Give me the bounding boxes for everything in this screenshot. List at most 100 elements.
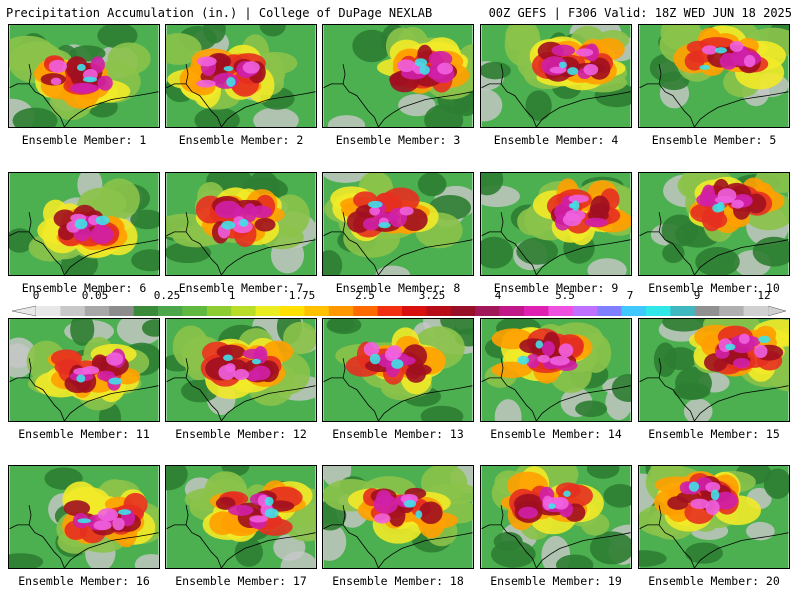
colorbar-tick-label: 2.5: [355, 289, 375, 302]
colorbar-swatch: [524, 306, 549, 316]
ensemble-panel-8: Ensemble Member: 8: [322, 172, 474, 295]
ensemble-panel-19: Ensemble Member: 19: [480, 465, 632, 588]
precip-map: [8, 24, 160, 128]
ensemble-member-label: Ensemble Member: 1: [21, 133, 147, 147]
valid-time: 00Z GEFS | F306 Valid: 18Z WED JUN 18 20…: [488, 6, 792, 20]
colorbar-swatch: [475, 306, 500, 316]
colorbar-tick-label: 0.25: [154, 289, 181, 302]
colorbar-swatch: [109, 306, 134, 316]
colorbar-swatch: [719, 306, 744, 316]
colorbar-tick-label: 0: [33, 289, 40, 302]
colorbar-swatch: [426, 306, 452, 316]
colorbar-swatch: [255, 306, 281, 316]
colorbar-swatch: [280, 306, 305, 316]
ensemble-member-label: Ensemble Member: 2: [178, 133, 304, 147]
precip-map: [638, 465, 790, 569]
precip-map: [322, 318, 474, 422]
ensemble-panel-16: Ensemble Member: 16: [8, 465, 160, 588]
colorbar-swatch: [84, 306, 110, 316]
ensemble-member-label: Ensemble Member: 3: [335, 133, 461, 147]
ensemble-member-label: Ensemble Member: 12: [175, 427, 307, 441]
precip-map: [322, 465, 474, 569]
ensemble-member-label: Ensemble Member: 8: [335, 281, 461, 295]
colorbar-swatch: [206, 306, 232, 316]
colorbar-swatch: [548, 306, 574, 316]
precip-map: [480, 172, 632, 276]
colorbar-max-arrow: [767, 305, 787, 317]
precip-map: [8, 172, 160, 276]
ensemble-member-label: Ensemble Member: 6: [21, 281, 147, 295]
colorbar-swatch: [694, 306, 720, 316]
ensemble-member-label: Ensemble Member: 19: [490, 574, 622, 588]
ensemble-member-label: Ensemble Member: 17: [175, 574, 307, 588]
precip-map: [322, 172, 474, 276]
ensemble-panel-9: Ensemble Member: 9: [480, 172, 632, 295]
colorbar-swatch: [60, 306, 86, 316]
colorbar-swatch: [158, 306, 183, 316]
colorbar-tick-label: 7: [627, 289, 634, 302]
colorbar-swatch: [353, 306, 378, 316]
ensemble-panel-14: Ensemble Member: 14: [480, 318, 632, 441]
colorbar-swatch: [621, 306, 647, 316]
ensemble-panel-15: Ensemble Member: 15: [638, 318, 790, 441]
ensemble-panel-1: Ensemble Member: 1: [8, 24, 160, 147]
precip-map: [480, 465, 632, 569]
colorbar-tick-label: 9: [694, 289, 701, 302]
colorbar-swatch: [743, 306, 769, 316]
ensemble-member-label: Ensemble Member: 18: [332, 574, 464, 588]
colorbar-swatch: [499, 306, 525, 316]
ensemble-member-label: Ensemble Member: 20: [648, 574, 780, 588]
ensemble-member-label: Ensemble Member: 15: [648, 427, 780, 441]
precip-map: [638, 318, 790, 422]
ensemble-member-label: Ensemble Member: 7: [178, 281, 304, 295]
colorbar-swatch: [304, 306, 330, 316]
colorbar-swatch: [646, 306, 671, 316]
colorbar-swatch: [377, 306, 403, 316]
colorbar-swatch: [133, 306, 159, 316]
ensemble-panel-20: Ensemble Member: 20: [638, 465, 790, 588]
ensemble-panel-5: Ensemble Member: 5: [638, 24, 790, 147]
precip-map: [165, 172, 317, 276]
colorbar-tick-label: 0.05: [82, 289, 109, 302]
precip-map: [165, 24, 317, 128]
precip-map: [8, 465, 160, 569]
colorbar-swatch: [670, 306, 696, 316]
colorbar-tick-label: 12: [757, 289, 770, 302]
precip-map: [165, 465, 317, 569]
colorbar-tick-label: 1: [229, 289, 236, 302]
colorbar-swatch: [597, 306, 622, 316]
precip-map: [8, 318, 160, 422]
precip-map: [322, 24, 474, 128]
colorbar-svg: 0 0.05 0.25 1 1.75 2.5 3.25 4 5.5 7 9 12: [11, 289, 787, 317]
colorbar-swatch: [328, 306, 354, 316]
ensemble-member-label: Ensemble Member: 10: [648, 281, 780, 295]
ensemble-panel-3: Ensemble Member: 3: [322, 24, 474, 147]
colorbar-swatch: [572, 306, 598, 316]
page-title: Precipitation Accumulation (in.) | Colle…: [6, 6, 433, 20]
colorbar-swatch: [36, 306, 61, 316]
ensemble-panel-2: Ensemble Member: 2: [165, 24, 317, 147]
ensemble-member-label: Ensemble Member: 11: [18, 427, 150, 441]
precip-map: [638, 172, 790, 276]
ensemble-panel-12: Ensemble Member: 12: [165, 318, 317, 441]
colorbar-min-arrow: [11, 305, 37, 317]
colorbar-tick-label: 1.75: [289, 289, 316, 302]
colorbar: 0 0.05 0.25 1 1.75 2.5 3.25 4 5.5 7 9 12: [0, 283, 800, 319]
ensemble-member-label: Ensemble Member: 13: [332, 427, 464, 441]
colorbar-swatch: [231, 306, 256, 316]
ensemble-member-label: Ensemble Member: 4: [493, 133, 619, 147]
precip-map: [480, 24, 632, 128]
ensemble-panel-17: Ensemble Member: 17: [165, 465, 317, 588]
ensemble-panel-10: Ensemble Member: 10: [638, 172, 790, 295]
precip-map: [638, 24, 790, 128]
precip-map: [480, 318, 632, 422]
ensemble-panel-6: Ensemble Member: 6: [8, 172, 160, 295]
colorbar-swatch: [182, 306, 208, 316]
ensemble-panel-13: Ensemble Member: 13: [322, 318, 474, 441]
colorbar-tick-label: 4: [495, 289, 502, 302]
ensemble-member-label: Ensemble Member: 5: [651, 133, 777, 147]
ensemble-panel-4: Ensemble Member: 4: [480, 24, 632, 147]
ensemble-panel-7: Ensemble Member: 7: [165, 172, 317, 295]
colorbar-swatch: [402, 306, 427, 316]
colorbar-tick-label: 3.25: [419, 289, 446, 302]
